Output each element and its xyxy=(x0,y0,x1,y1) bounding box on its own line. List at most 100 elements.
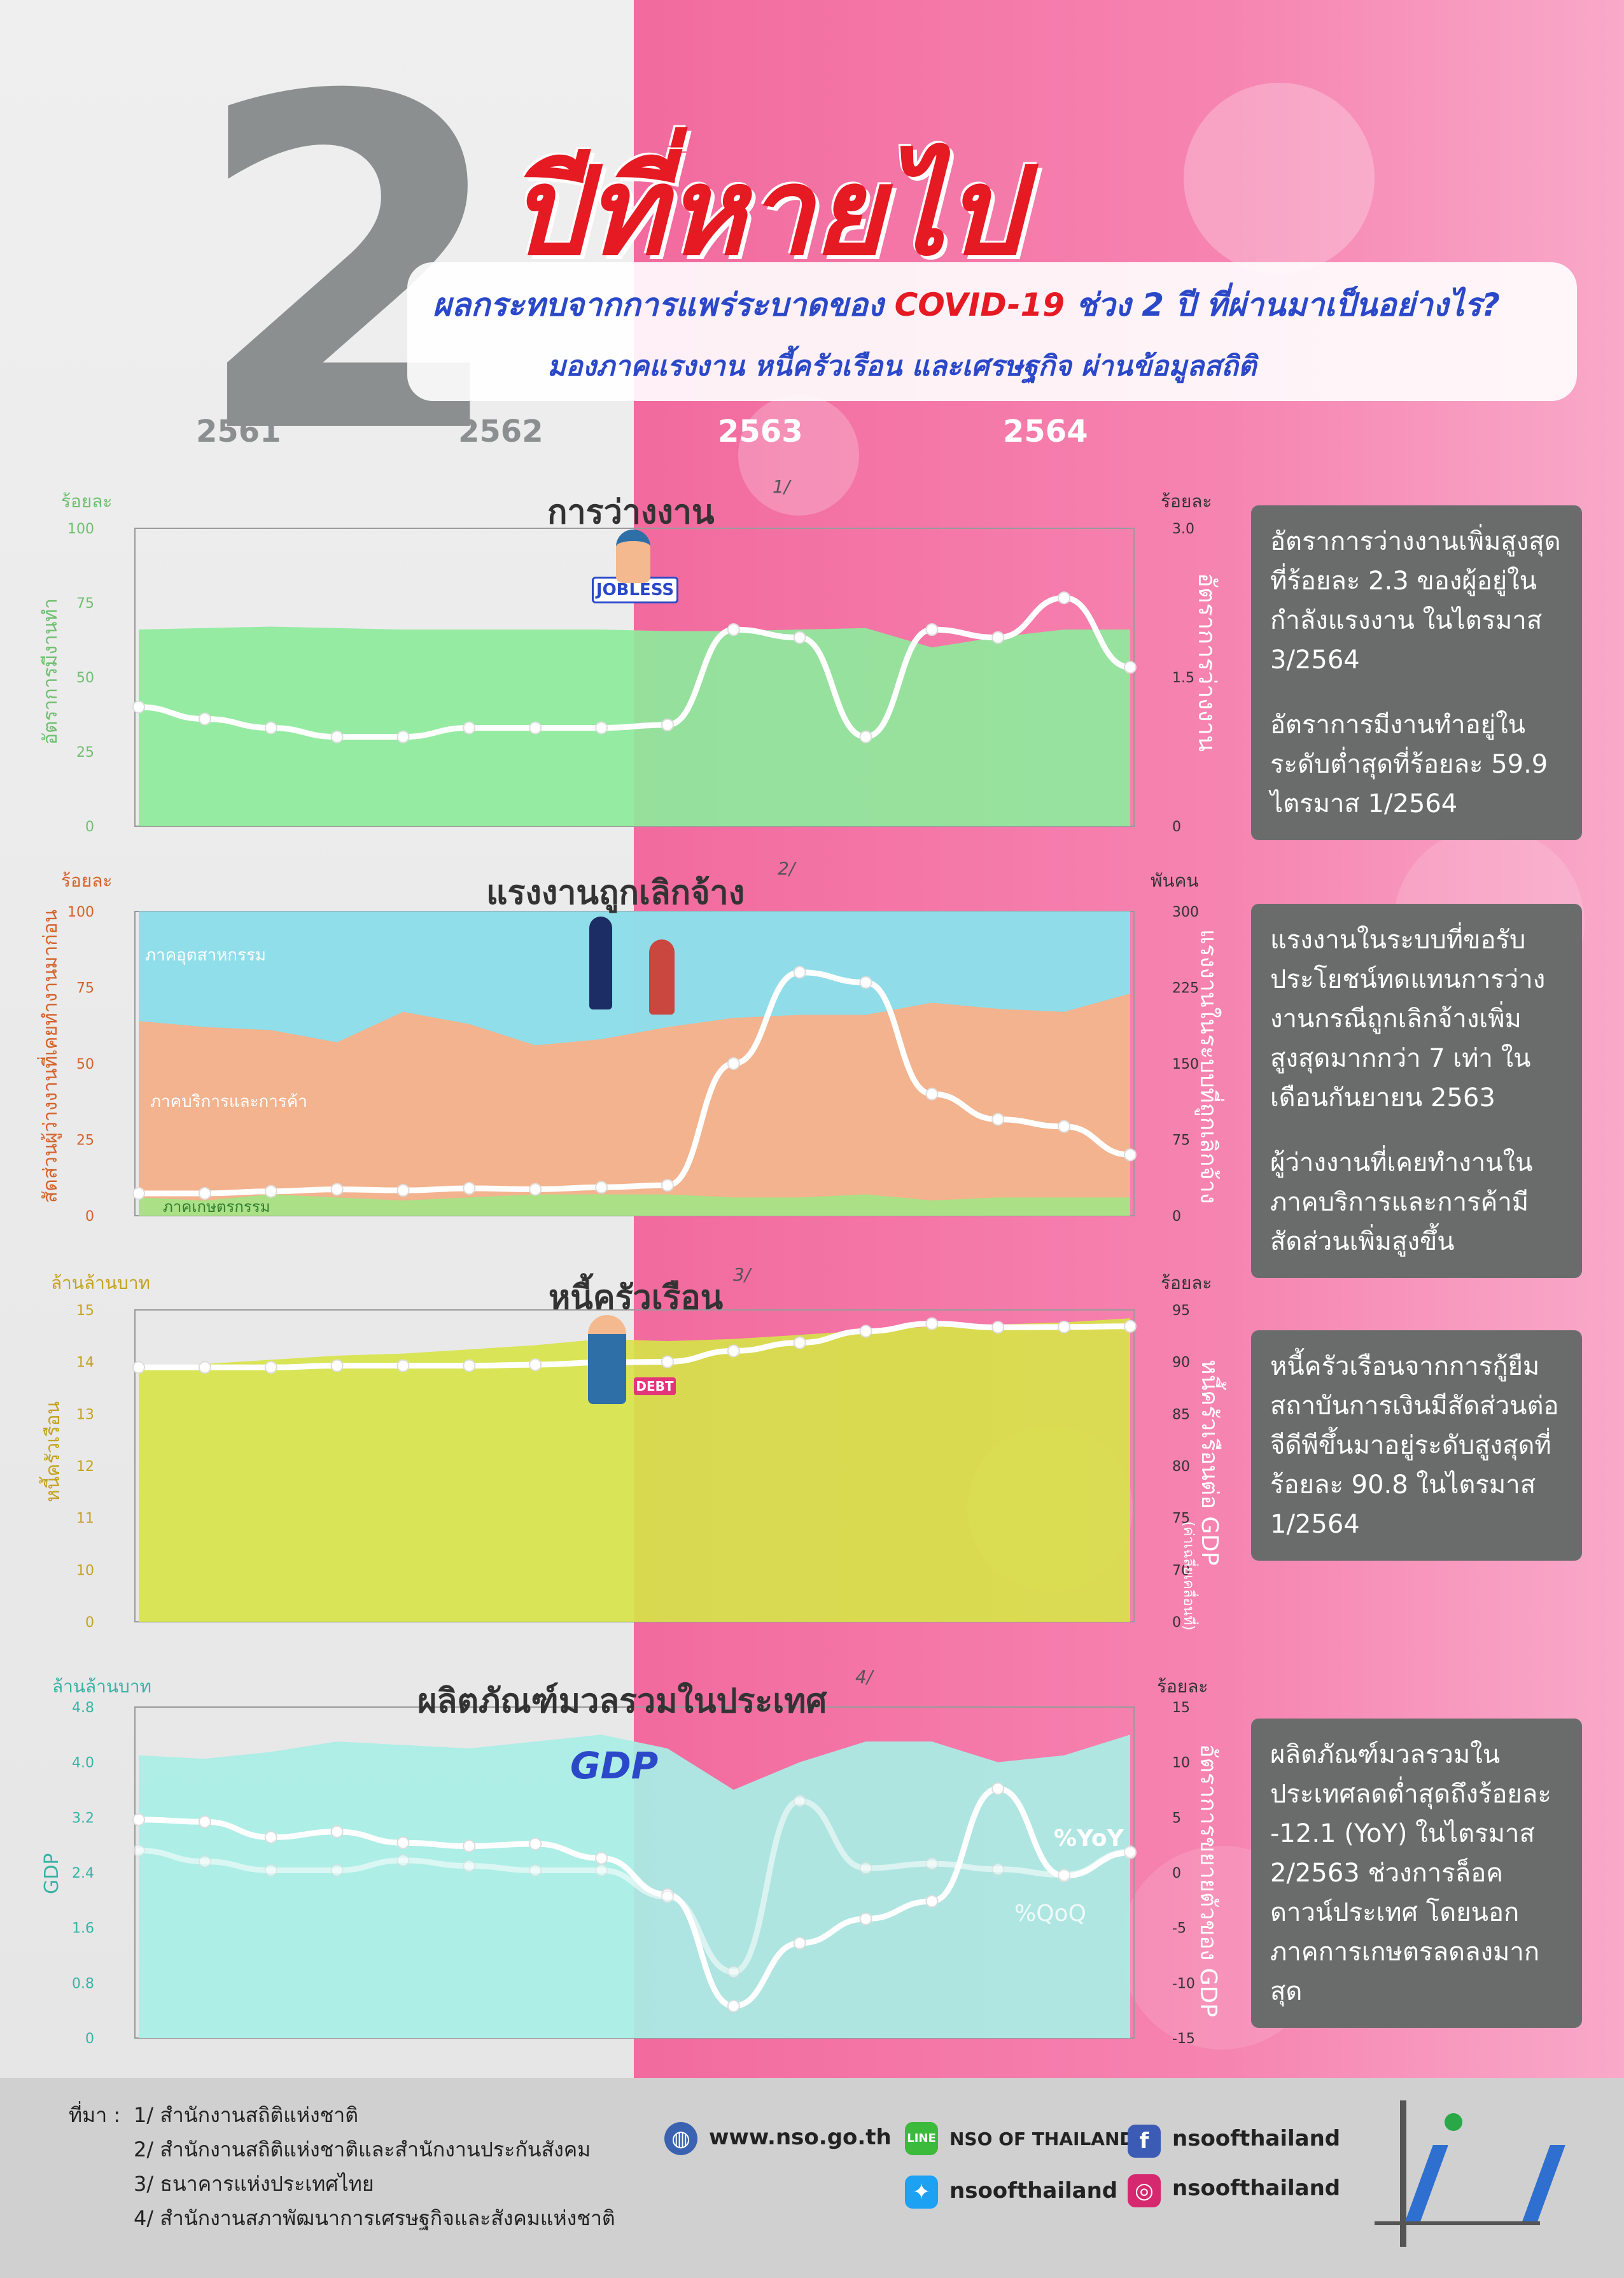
left-unit-debt: ล้านล้านบาท xyxy=(51,1272,150,1293)
right-axis-sublabel-debt: (ค่าเฉลี่ยเคลื่อนที่) xyxy=(1180,1521,1196,1631)
y-left-tick-label: 10 xyxy=(76,1563,94,1578)
debt-badge: DEBT xyxy=(634,1377,676,1395)
line-point xyxy=(595,721,608,735)
line-point xyxy=(198,1855,211,1868)
y-left-tick-label: 0 xyxy=(85,819,94,835)
line-point xyxy=(330,730,344,743)
right-unit-debt: ร้อยละ xyxy=(1161,1272,1212,1293)
note-text: ผลิตภัณฑ์มวลรวมในประเทศลดต่ำสุดถึงร้อยละ… xyxy=(1270,1740,1551,2006)
boss-figure-icon xyxy=(589,917,612,1009)
note-unemployment: อัตราการว่างงานเพิ่มสูงสุดที่ร้อยละ 2.3 … xyxy=(1251,505,1582,840)
y-left-tick-label: 0 xyxy=(85,1209,94,1225)
line-point xyxy=(661,1179,674,1192)
right-unit-gdp: ร้อยละ xyxy=(1157,1676,1208,1697)
y-right-tick-label: -10 xyxy=(1172,1976,1195,1992)
panel-footnote-gdp: 4/ xyxy=(855,1666,873,1687)
line-point xyxy=(859,1912,872,1925)
line-point xyxy=(529,721,542,735)
line-point xyxy=(727,623,740,636)
instagram-link[interactable]: nsoofthailand xyxy=(1172,2176,1341,2201)
line-point xyxy=(396,1836,410,1850)
virus-icon xyxy=(1184,83,1375,274)
facebook-icon: f xyxy=(1128,2125,1161,2158)
note-debt: หนี้ครัวเรือนจากการกู้ยืมสถาบันการเงินมี… xyxy=(1251,1330,1582,1561)
panel-footnote-unemployment: 1/ xyxy=(773,476,790,497)
note-text: ผู้ว่างงานที่เคยทำงานในภาคบริการและการค้… xyxy=(1270,1148,1533,1256)
line-point xyxy=(264,721,277,735)
line-point xyxy=(529,1183,542,1196)
subtitle-line-2: มองภาคแรงงาน หนี้ครัวเรือน และเศรษฐกิจ ผ… xyxy=(547,350,1257,383)
twitter-link[interactable]: nsoofthailand xyxy=(949,2178,1118,2204)
y-left-tick-label: 11 xyxy=(76,1511,94,1527)
y-left-tick-label: 50 xyxy=(76,670,94,686)
line-point xyxy=(198,712,211,726)
panel-title-layoff: แรงงานถูกเลิกจ้าง xyxy=(486,874,745,912)
area-series xyxy=(139,1318,1130,1622)
y-left-tick-label: 75 xyxy=(76,981,94,997)
line-point xyxy=(529,1358,542,1372)
line-point xyxy=(330,1864,344,1877)
twitter-icon: ✦ xyxy=(905,2176,938,2209)
year-2564: 2564 xyxy=(1003,414,1088,449)
line-point xyxy=(925,1317,939,1330)
line-point xyxy=(793,1936,806,1950)
note-text: แรงงานในระบบที่ขอรับประโยชน์ทดแทนการว่าง… xyxy=(1270,925,1546,1113)
y-left-tick-label: 0 xyxy=(85,2031,94,2047)
year-2563: 2563 xyxy=(718,414,803,449)
line-point xyxy=(859,1325,872,1338)
y-left-tick-label: 15 xyxy=(76,1303,94,1319)
y-left-tick-label: 2.4 xyxy=(72,1866,94,1881)
source-item: 4/ สำนักงานสภาพัฒนาการเศรษฐกิจและสังคมแห… xyxy=(134,2206,615,2230)
panel-footnote-debt: 3/ xyxy=(733,1264,751,1285)
line-point xyxy=(396,1184,410,1197)
instagram-icon: ◎ xyxy=(1128,2174,1161,2207)
line-point xyxy=(727,1344,740,1358)
facebook-link[interactable]: nsoofthailand xyxy=(1172,2126,1341,2151)
note-text: หนี้ครัวเรือนจากการกู้ยืมสถาบันการเงินมี… xyxy=(1270,1352,1559,1539)
source-label: ที่มา : xyxy=(69,2103,121,2127)
note-text: อัตราการว่างงานเพิ่มสูงสุดที่ร้อยละ 2.3 … xyxy=(1270,527,1561,675)
y-right-tick-label: 0 xyxy=(1172,1615,1181,1631)
stacked-area-1 xyxy=(139,994,1130,1216)
line-point xyxy=(132,700,145,714)
y-left-tick-label: 100 xyxy=(67,521,94,537)
line-point xyxy=(925,1895,939,1908)
y-left-tick-label: 0 xyxy=(85,1615,94,1631)
line-point xyxy=(595,1852,608,1865)
line-point xyxy=(991,1113,1005,1126)
source-item: 2/ สำนักงานสถิติแห่งชาติและสำนักงานประกั… xyxy=(134,2137,591,2162)
left-axis-label-debt: หนี้ครัวเรือน xyxy=(42,1401,64,1502)
y-left-tick-label: 12 xyxy=(76,1459,94,1475)
y-left-tick-label: 3.2 xyxy=(72,1810,94,1826)
subtitle-line-1: ผลกระทบจากการแพร่ระบาดของ COVID-19 ช่วง … xyxy=(433,280,1500,330)
right-axis-label-layoff: แรงงานในระบบที่ถูกเลิกจ้าง xyxy=(1195,929,1221,1204)
y-right-tick-label: 80 xyxy=(1172,1459,1190,1475)
line-point xyxy=(1124,1845,1137,1859)
note-layoff: แรงงานในระบบที่ขอรับประโยชน์ทดแทนการว่าง… xyxy=(1251,904,1582,1278)
y-right-tick-label: 15 xyxy=(1172,1700,1190,1716)
line-point xyxy=(264,1185,277,1198)
website-link[interactable]: www.nso.go.th xyxy=(709,2125,892,2150)
line-point xyxy=(925,1087,939,1100)
line-point xyxy=(1124,661,1137,674)
panel-title-debt: หนี้ครัวเรือน xyxy=(549,1279,724,1317)
y-right-tick-label: 95 xyxy=(1172,1303,1190,1319)
series-label-qoq: %QoQ xyxy=(1014,1901,1086,1927)
panel-title-unemployment: การว่างงาน xyxy=(547,485,715,538)
y-left-tick-label: 75 xyxy=(76,596,94,612)
year-2561: 2561 xyxy=(196,414,281,449)
y-right-tick-label: 225 xyxy=(1172,981,1199,997)
line-point xyxy=(595,1864,608,1877)
line-point xyxy=(463,1839,476,1853)
line-point xyxy=(396,1853,410,1867)
y-left-tick-label: 13 xyxy=(76,1407,94,1423)
y-left-tick-label: 50 xyxy=(76,1057,94,1072)
line-point xyxy=(793,1336,806,1349)
line-link[interactable]: NSO OF THAILAND xyxy=(949,2128,1135,2149)
left-unit-unemployment: ร้อยละ xyxy=(61,488,112,516)
line-point xyxy=(264,1831,277,1844)
line-point xyxy=(925,1857,939,1871)
subtitle-prefix: ผลกระทบจากการแพร่ระบาดของ xyxy=(433,286,884,323)
line-point xyxy=(925,623,939,636)
